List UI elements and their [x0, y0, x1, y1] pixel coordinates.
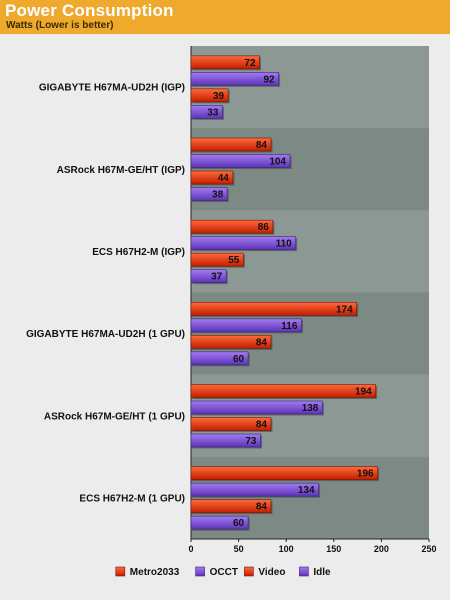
category-label: ECS H67H2-M (1 GPU) [79, 493, 185, 504]
bar-video [190, 417, 272, 431]
x-tick-label: 150 [326, 544, 341, 554]
bar-occt [190, 72, 279, 86]
bar-metro2033 [190, 219, 274, 234]
category-label: GIGABYTE H67MA-UD2H (IGP) [39, 83, 185, 94]
data-label: 138 [302, 403, 319, 414]
bar-occt [190, 400, 323, 415]
chart-title: Power Consumption [5, 1, 174, 20]
category-label: ASRock H67M-GE/HT (IGP) [57, 165, 185, 176]
data-label: 33 [207, 107, 219, 118]
bar-occt [190, 318, 302, 333]
legend-label-idle: Idle [313, 567, 331, 578]
data-label: 39 [213, 91, 225, 102]
x-tick-label: 0 [188, 544, 193, 554]
data-label: 37 [211, 272, 223, 283]
data-label: 194 [355, 387, 372, 398]
data-label: 174 [336, 304, 353, 315]
data-label: 44 [218, 173, 230, 184]
data-label: 92 [263, 74, 275, 85]
bar-idle [190, 105, 223, 119]
category-label: ECS H67H2-M (IGP) [92, 247, 185, 258]
chart-subtitle: Watts (Lower is better) [6, 20, 114, 31]
chart-header: Power Consumption Watts (Lower is better… [0, 0, 450, 34]
legend-label-video: Video [258, 567, 285, 578]
data-label: 84 [256, 140, 268, 151]
bar-metro2033 [190, 55, 260, 70]
data-label: 84 [256, 337, 268, 348]
bar-video [190, 252, 244, 267]
data-label: 72 [244, 58, 256, 69]
bar-metro2033 [190, 137, 272, 152]
data-label: 116 [281, 321, 298, 332]
category-label: GIGABYTE H67MA-UD2H (1 GPU) [26, 329, 185, 340]
data-label: 60 [233, 354, 245, 365]
bar-idle [190, 187, 228, 201]
data-label: 104 [269, 157, 286, 168]
legend-label-occt: OCCT [210, 567, 238, 578]
data-label: 73 [245, 436, 257, 447]
bar-metro2033 [190, 302, 357, 316]
bar-idle [190, 515, 249, 530]
bar-video [190, 88, 229, 103]
data-label: 86 [258, 222, 270, 233]
bar-video [190, 335, 272, 349]
x-tick-label: 100 [279, 544, 294, 554]
bar-video [190, 499, 272, 513]
legend-swatch-idle [299, 566, 309, 577]
bar-metro2033 [190, 384, 376, 398]
data-label: 55 [228, 255, 240, 266]
x-tick-label: 250 [421, 544, 436, 554]
data-label: 38 [212, 190, 224, 201]
bar-metro2033 [190, 466, 378, 480]
bar-occt [190, 482, 319, 497]
legend-swatch-occt [195, 566, 205, 577]
legend-swatch-video [244, 566, 254, 577]
bar-video [190, 170, 234, 185]
legend-swatch-metro2033 [115, 566, 126, 577]
data-label: 84 [256, 420, 268, 431]
data-label: 196 [357, 469, 374, 480]
data-label: 110 [276, 239, 293, 250]
data-label: 60 [233, 518, 245, 529]
x-tick-label: 200 [374, 544, 389, 554]
data-label: 134 [298, 485, 315, 496]
legend-label-metro2033: Metro2033 [130, 567, 180, 578]
bar-idle [190, 269, 227, 283]
bar-idle [190, 351, 249, 366]
bar-idle [190, 433, 261, 448]
data-label: 84 [256, 502, 268, 513]
bar-occt [190, 154, 291, 168]
bar-occt [190, 236, 297, 250]
x-tick-label: 50 [234, 544, 244, 554]
category-label: ASRock H67M-GE/HT (1 GPU) [44, 411, 185, 422]
